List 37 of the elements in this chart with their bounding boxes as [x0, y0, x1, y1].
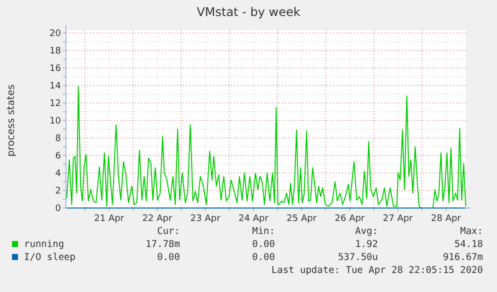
y-tick-label: 12 [50, 99, 61, 110]
y-tick-label: 4 [55, 169, 62, 180]
x-tick-label: 21 Apr [94, 214, 124, 224]
text: 0.00 [157, 252, 180, 263]
text: 0.00 [252, 252, 276, 263]
y-tick-label: 10 [50, 116, 62, 127]
legend-label: running [24, 239, 64, 250]
chart-title: VMstat - by week [196, 5, 300, 19]
y-tick-label: 18 [50, 46, 62, 57]
text: Last update: Tue Apr 28 22:05:15 2020 [271, 265, 484, 276]
y-tick-label: 8 [55, 134, 62, 144]
text: Cur: [157, 226, 180, 237]
text: Min: [252, 226, 275, 237]
x-tick-label: 23 Apr [190, 214, 221, 224]
text: Max: [460, 226, 483, 237]
x-tick-label: 27 Apr [382, 214, 414, 224]
y-tick-label: 14 [50, 82, 62, 92]
y-tick-label: 16 [50, 64, 62, 74]
x-tick-label: 28 Apr [431, 214, 462, 224]
y-tick-label: 2 [55, 186, 61, 197]
y-tick-label: 0 [55, 204, 62, 214]
y-axis-title: process states [6, 84, 17, 157]
text: 17.78m [146, 239, 180, 250]
y-tick-label: 20 [50, 29, 62, 40]
line-series [66, 86, 466, 208]
legend-label: I/O sleep [24, 252, 76, 263]
x-tick-label: 25 Apr [286, 214, 317, 224]
y-tick-label: 6 [55, 152, 62, 162]
x-tick-label: 26 Apr [334, 214, 365, 224]
x-tick-label: 22 Apr [142, 214, 172, 224]
text: 537.50u [338, 252, 378, 263]
text: 54.18 [454, 239, 484, 250]
text: 0.00 [252, 239, 276, 250]
text: Avg: [355, 226, 378, 237]
text: 1.92 [355, 239, 378, 250]
x-tick-label: 24 Apr [238, 214, 269, 224]
text: 916.67m [442, 252, 484, 263]
